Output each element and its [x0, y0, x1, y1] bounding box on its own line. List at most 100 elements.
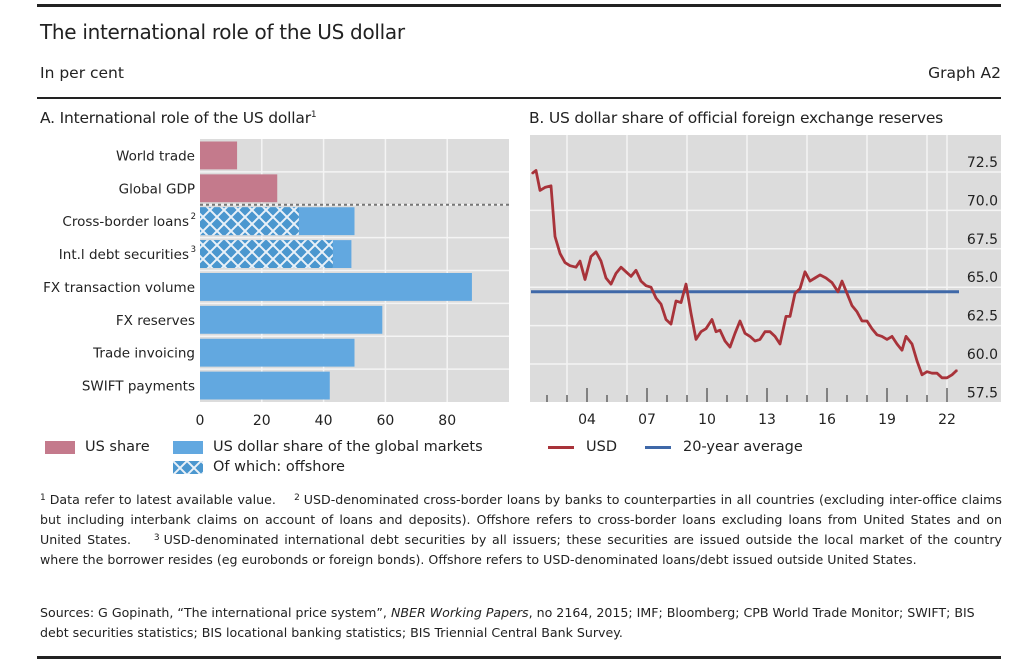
footnote-number: 2	[294, 493, 300, 503]
usd-data-point	[825, 277, 827, 279]
usd-data-point	[819, 274, 821, 276]
usd-data-point	[911, 343, 913, 345]
x-tick-label: 19	[878, 412, 896, 428]
usd-data-point	[936, 372, 938, 374]
usd-data-point	[690, 312, 692, 314]
usd-data-point	[590, 255, 592, 258]
usd-data-point	[799, 288, 801, 290]
footnote-ref: 1	[310, 110, 317, 120]
usd-data-point	[665, 318, 667, 321]
top-rule	[37, 4, 1001, 7]
usd-data-point	[814, 277, 816, 279]
usd-data-point	[891, 335, 893, 337]
footnote-3: USD-denominated international debt secur…	[40, 532, 1002, 567]
usd-data-point	[941, 377, 943, 379]
usd-data-point	[769, 331, 771, 333]
footnote-ref: 3	[191, 245, 196, 255]
category-label: FX reserves	[116, 313, 195, 329]
usd-data-point	[724, 340, 726, 342]
usd-data-point	[886, 338, 888, 341]
y-tick-label: 72.5	[967, 155, 998, 171]
category-label: SWIFT payments	[82, 379, 195, 395]
x-tick-label: 07	[638, 412, 656, 428]
legend-average: 20-year average	[645, 439, 803, 455]
panel-a-title-text: A. International role of the US dollar	[40, 109, 311, 127]
x-tick-label: 20	[253, 413, 271, 429]
y-tick-label: 67.5	[967, 232, 998, 248]
panel-a-title: A. International role of the US dollar1	[40, 109, 317, 127]
footnote-2: USD-denominated cross-border loans by ba…	[40, 492, 1002, 548]
usd-data-point	[700, 331, 702, 333]
footnote-number: 1	[40, 493, 46, 503]
y-tick-label: 60.0	[967, 347, 998, 363]
usd-data-point	[544, 186, 546, 188]
usd-data-point	[685, 283, 687, 285]
legend-label: US share	[85, 439, 150, 455]
legend-global-markets: US dollar share of the global markets	[173, 439, 483, 455]
usd-data-point	[916, 360, 918, 362]
usd-data-point	[861, 320, 863, 322]
graph-id: Graph A2	[928, 64, 1001, 82]
footnote-number: 3	[153, 533, 160, 544]
panel-b-title: B. US dollar share of official foreign e…	[529, 109, 944, 127]
usd-data-point	[921, 374, 923, 376]
global-market-bar	[200, 273, 472, 301]
usd-data-point	[837, 291, 839, 293]
x-tick-label: 40	[315, 413, 333, 429]
offshore-swatch	[173, 460, 203, 474]
usd-data-point	[754, 340, 756, 342]
usd-data-point	[744, 332, 746, 334]
sources-text-rest: , no 2164, 2015; IMF; Bloomberg; CPB Wor…	[40, 605, 975, 640]
category-label: World trade	[116, 148, 195, 164]
usd-data-point	[535, 169, 537, 172]
usd-data-point	[595, 251, 597, 253]
usd-data-point	[926, 371, 928, 373]
y-tick-label: 70.0	[967, 193, 998, 209]
usd-data-point	[650, 286, 652, 288]
usd-data-point	[785, 315, 787, 317]
usd-data-point	[695, 338, 697, 341]
footnotes: 1 Data refer to latest available value. 2…	[40, 489, 1002, 569]
global-market-bar	[200, 305, 383, 334]
usd-data-point	[645, 285, 647, 287]
usd-data-point	[584, 278, 586, 281]
average-line-swatch	[645, 445, 671, 449]
usd-data-point	[956, 369, 958, 371]
usd-series-line	[531, 169, 958, 380]
us-share-swatch	[45, 440, 75, 454]
legend-label: US dollar share of the global markets	[213, 439, 483, 455]
offshore-bar	[200, 207, 299, 236]
category-label: Trade invoicing	[92, 346, 195, 362]
unit-subtitle: In per cent	[40, 64, 124, 82]
usd-data-point	[896, 343, 898, 345]
usd-data-point	[579, 260, 581, 262]
usd-data-point	[554, 235, 556, 238]
usd-data-point	[749, 335, 751, 337]
usd-data-point	[759, 338, 761, 341]
usd-data-point	[901, 349, 903, 351]
usd-data-point	[615, 272, 617, 274]
legend-us-share: US share	[45, 439, 150, 455]
usd-data-point	[931, 372, 933, 374]
usd-data-point	[841, 280, 843, 282]
x-tick-label: 60	[376, 413, 394, 429]
usd-data-point	[670, 323, 672, 325]
usd-data-point	[660, 303, 662, 305]
usd-data-point	[739, 320, 741, 322]
usd-data-point	[559, 252, 561, 255]
usd-data-point	[531, 172, 533, 175]
global-markets-swatch	[173, 440, 203, 454]
usd-data-point	[946, 377, 948, 379]
usd-data-point	[729, 346, 731, 348]
x-tick-label: 0	[196, 413, 205, 429]
usd-data-point	[866, 320, 868, 322]
usd-data-point	[705, 328, 707, 330]
usd-data-point	[564, 262, 566, 264]
usd-data-point	[774, 335, 776, 337]
usd-data-point	[625, 271, 627, 273]
us-share-bar	[200, 174, 278, 203]
plot-area	[530, 135, 1001, 402]
usd-data-point	[539, 189, 541, 192]
legend-label: Of which: offshore	[213, 459, 345, 475]
